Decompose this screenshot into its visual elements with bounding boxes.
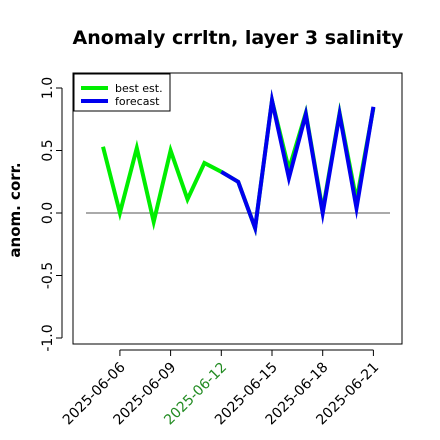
y-tick-label: 0.5 <box>40 139 56 161</box>
y-tick-label: -1.0 <box>40 324 56 351</box>
x-axis: 2025-06-062025-06-092025-06-122025-06-15… <box>60 349 382 428</box>
plot-frame <box>72 72 403 345</box>
chart-title: Anomaly crrltn, layer 3 salinity <box>73 27 404 49</box>
y-axis: -1.0 -0.5 0.0 0.5 1.0 <box>40 77 63 352</box>
legend-label-best-est: best est. <box>115 82 163 95</box>
series-layer <box>101 88 376 237</box>
y-tick-label: -0.5 <box>40 262 56 289</box>
series-line-forecast <box>220 88 376 237</box>
y-axis-label: anom. corr. <box>6 162 24 257</box>
y-tick-label: 0.0 <box>40 202 56 224</box>
legend-box <box>73 73 171 112</box>
y-tick-label: 1.0 <box>40 77 56 99</box>
legend: best est. forecast <box>73 73 171 112</box>
legend-label-forecast: forecast <box>115 95 160 108</box>
